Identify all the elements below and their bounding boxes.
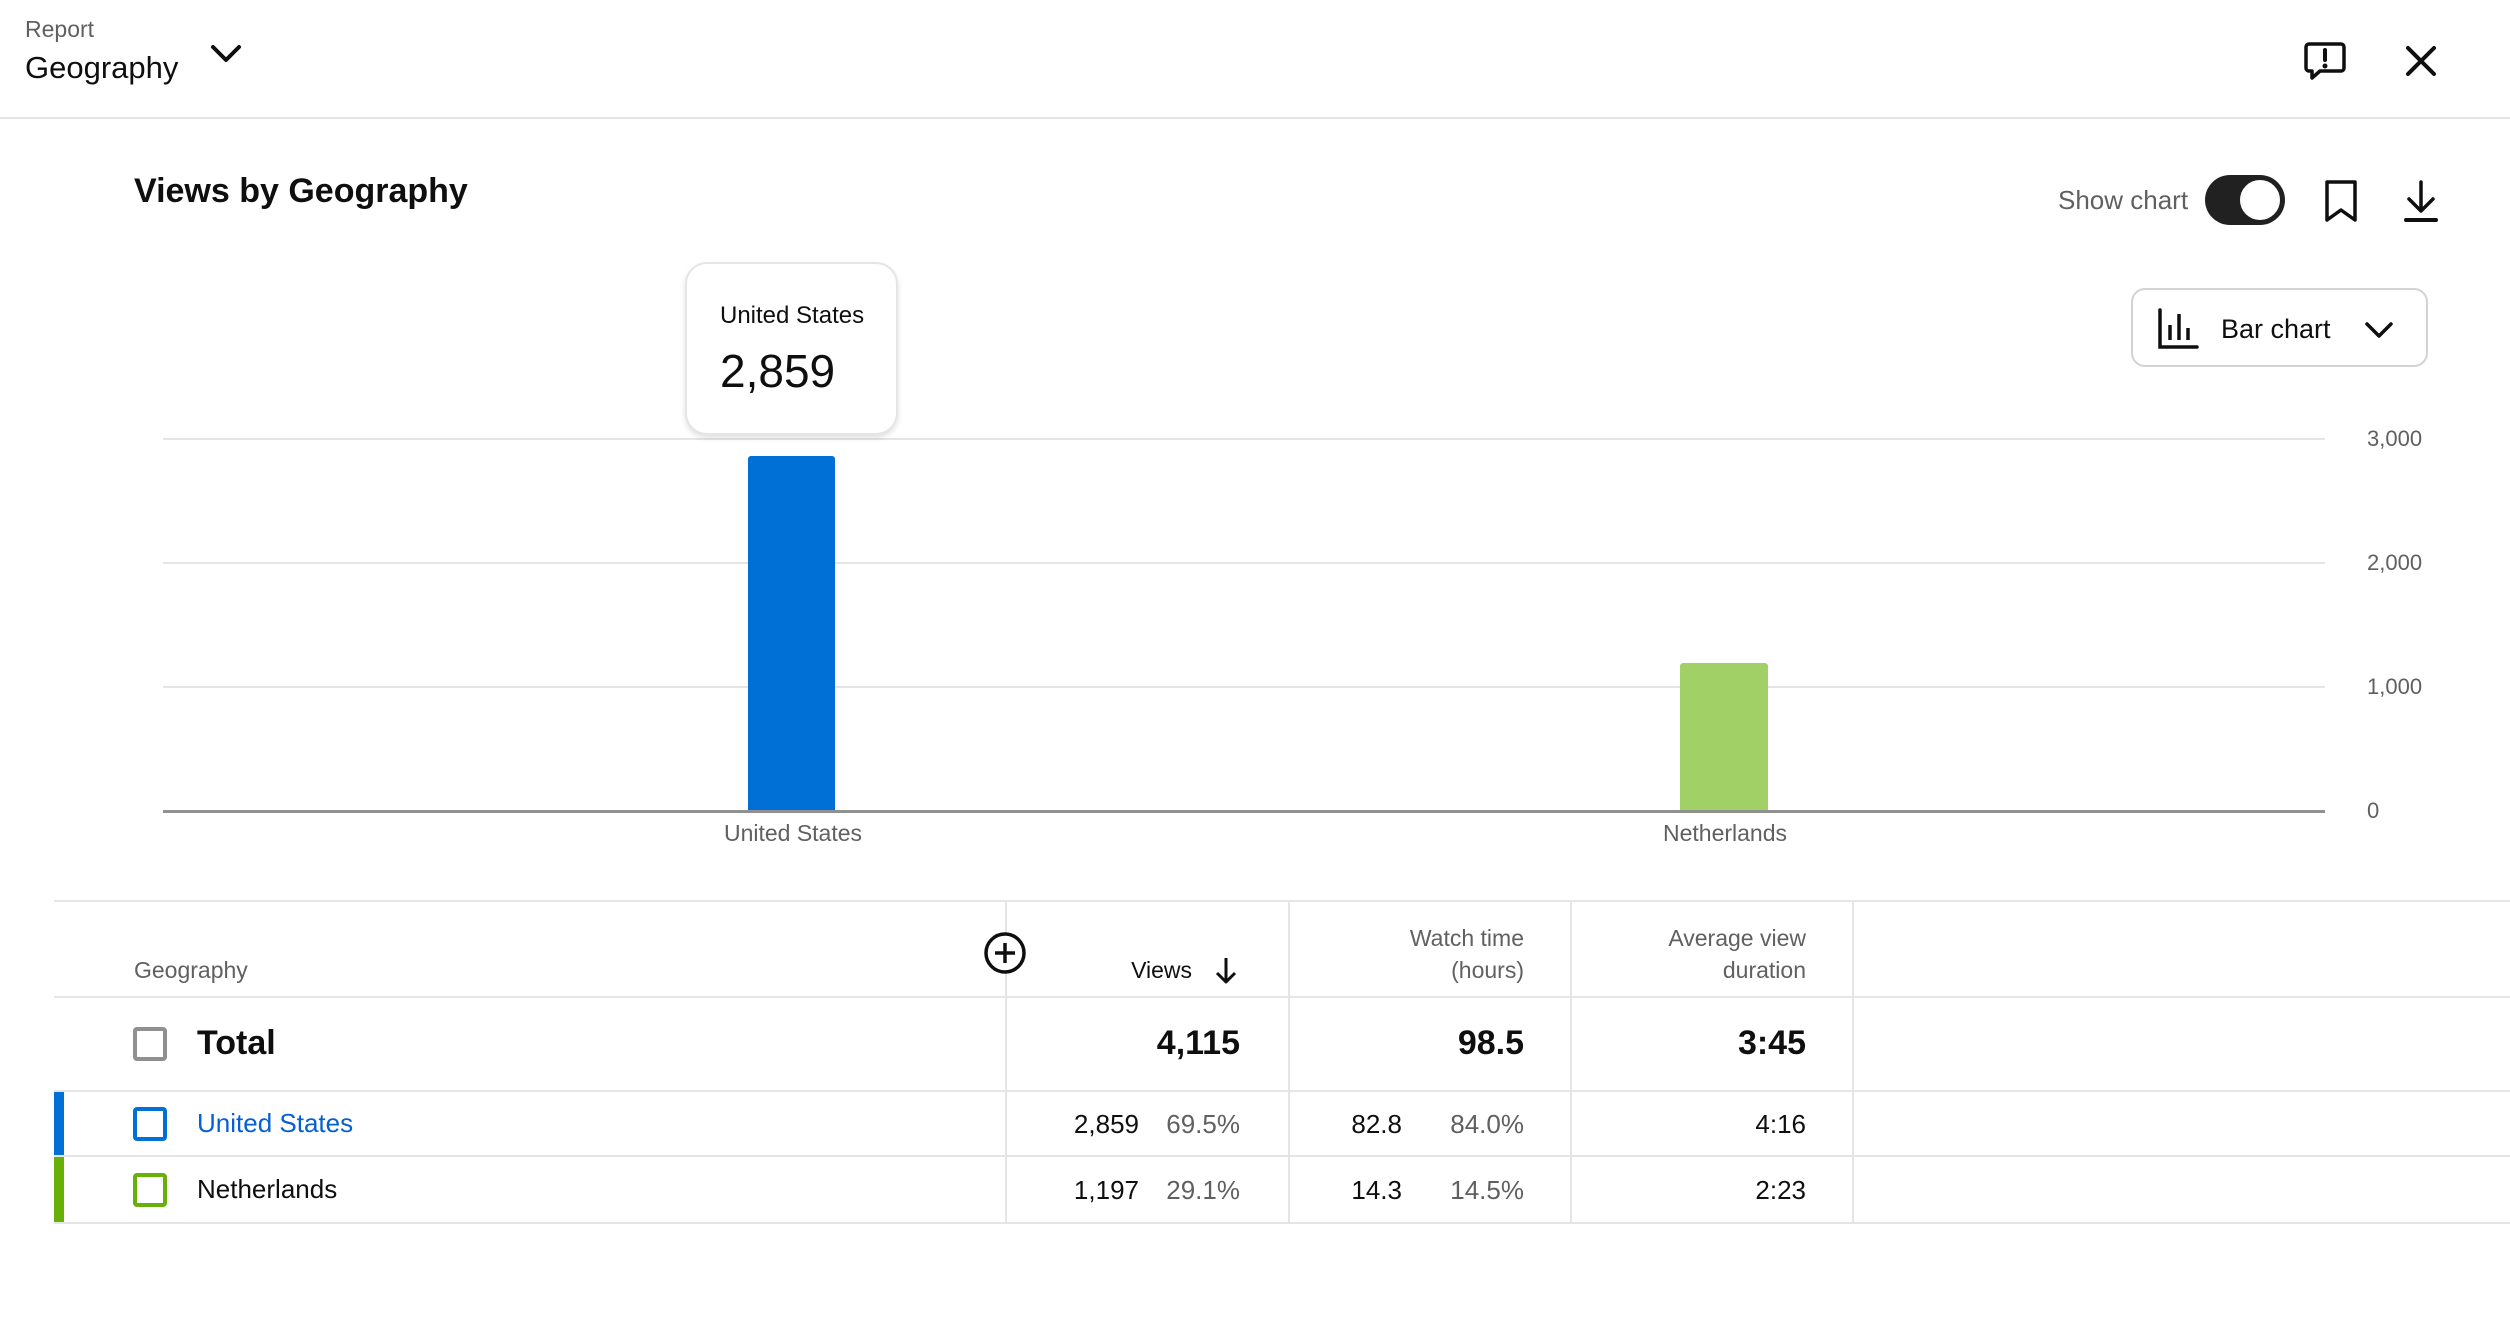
- show-chart-toggle[interactable]: [2205, 175, 2285, 225]
- avg-duration-value: 2:23: [1755, 1175, 1806, 1205]
- total-checkbox[interactable]: [133, 1027, 167, 1061]
- views-value: 2,859: [1073, 1109, 1139, 1139]
- column-divider: [1005, 1157, 1007, 1222]
- watch-time-percent: 14.5%: [1450, 1175, 1524, 1205]
- column-header-watch-time[interactable]: Watch time (hours): [1304, 922, 1524, 986]
- series-color-strip: [54, 1157, 64, 1222]
- gridline: [163, 686, 2325, 688]
- section-title: Views by Geography: [134, 172, 468, 210]
- views-percent: 69.5%: [1166, 1109, 1240, 1139]
- report-header: Report Geography: [0, 0, 2510, 119]
- avg-duration-header-line1: Average view: [1668, 925, 1806, 951]
- avg-duration-value: 4:16: [1755, 1109, 1806, 1139]
- close-icon[interactable]: [2396, 36, 2446, 86]
- tooltip-value: 2,859: [720, 345, 836, 397]
- bar-chart-icon: [2157, 308, 2199, 350]
- column-header-geography: Geography: [134, 957, 248, 983]
- column-header-average-view-duration[interactable]: Average view duration: [1584, 922, 1806, 986]
- gridline: [163, 562, 2325, 564]
- watch-time-value: 14.3: [1351, 1175, 1402, 1205]
- column-divider: [1852, 1092, 1854, 1155]
- column-divider: [1288, 902, 1290, 996]
- feedback-icon[interactable]: [2300, 36, 2350, 86]
- column-divider: [1852, 902, 1854, 996]
- x-tick-label: Netherlands: [1662, 820, 1788, 846]
- y-tick-label: 2,000: [2367, 550, 2423, 575]
- chevron-down-icon: [2361, 312, 2397, 348]
- chart-tooltip: United States 2,859: [685, 262, 898, 435]
- bar-netherlands[interactable]: [1680, 662, 1768, 811]
- total-avg-duration: 3:45: [1737, 1024, 1806, 1062]
- column-divider: [1288, 998, 1290, 1090]
- toggle-knob: [2238, 178, 2282, 222]
- column-divider: [1005, 1092, 1007, 1155]
- report-label: Report: [25, 16, 95, 42]
- column-divider: [1852, 998, 1854, 1090]
- column-header-views[interactable]: Views: [1131, 957, 1192, 983]
- column-divider: [1570, 1157, 1572, 1222]
- report-selector-value[interactable]: Geography: [25, 50, 179, 85]
- total-label: Total: [197, 1024, 276, 1062]
- download-icon[interactable]: [2398, 176, 2444, 226]
- show-chart-label: Show chart: [2058, 185, 2189, 215]
- y-tick-label: 0: [2367, 798, 2380, 823]
- table-header-row: Geography Views Watch time (hours) Avera…: [54, 900, 2510, 998]
- column-divider: [1288, 1157, 1290, 1222]
- chart-type-label: Bar chart: [2221, 314, 2331, 344]
- gridline: [163, 438, 2325, 440]
- total-views: 4,115: [1156, 1024, 1240, 1062]
- chevron-down-icon[interactable]: [205, 36, 247, 74]
- y-tick-label: 3,000: [2367, 426, 2423, 451]
- table-row[interactable]: United States 2,859 69.5% 82.8 84.0% 4:1…: [54, 1092, 2510, 1157]
- bar-chart: 3,000 2,000 1,000 0 United States Nether…: [163, 426, 2423, 846]
- views-percent: 29.1%: [1166, 1175, 1240, 1205]
- add-column-icon[interactable]: [982, 930, 1028, 976]
- bookmark-icon[interactable]: [2318, 176, 2364, 226]
- x-axis-baseline: [163, 810, 2325, 813]
- bar-united-states[interactable]: [748, 456, 835, 811]
- watch-time-value: 82.8: [1351, 1109, 1402, 1139]
- y-tick-label: 1,000: [2367, 674, 2423, 699]
- x-tick-label: United States: [723, 820, 863, 846]
- column-divider: [1005, 998, 1007, 1090]
- row-checkbox[interactable]: [133, 1173, 167, 1207]
- total-watch-time: 98.5: [1457, 1024, 1524, 1062]
- watch-time-percent: 84.0%: [1450, 1109, 1524, 1139]
- watch-time-header-line1: Watch time: [1409, 925, 1524, 951]
- table-row[interactable]: Netherlands 1,197 29.1% 14.3 14.5% 2:23: [54, 1157, 2510, 1224]
- column-divider: [1570, 902, 1572, 996]
- tooltip-title: United States: [720, 302, 865, 329]
- column-divider: [1570, 998, 1572, 1090]
- watch-time-header-line2: (hours): [1451, 957, 1524, 983]
- avg-duration-header-line2: duration: [1722, 957, 1806, 983]
- table-row-total: Total 4,115 98.5 3:45: [54, 998, 2510, 1092]
- chart-type-dropdown[interactable]: Bar chart: [2131, 288, 2428, 367]
- geography-label: Netherlands: [197, 1174, 338, 1204]
- geography-link[interactable]: United States: [197, 1108, 354, 1138]
- column-divider: [1852, 1157, 1854, 1222]
- row-checkbox[interactable]: [133, 1107, 167, 1141]
- views-value: 1,197: [1073, 1175, 1139, 1205]
- series-color-strip: [54, 1092, 64, 1155]
- column-divider: [1288, 1092, 1290, 1155]
- sort-descending-icon[interactable]: [1211, 954, 1241, 986]
- column-divider: [1570, 1092, 1572, 1155]
